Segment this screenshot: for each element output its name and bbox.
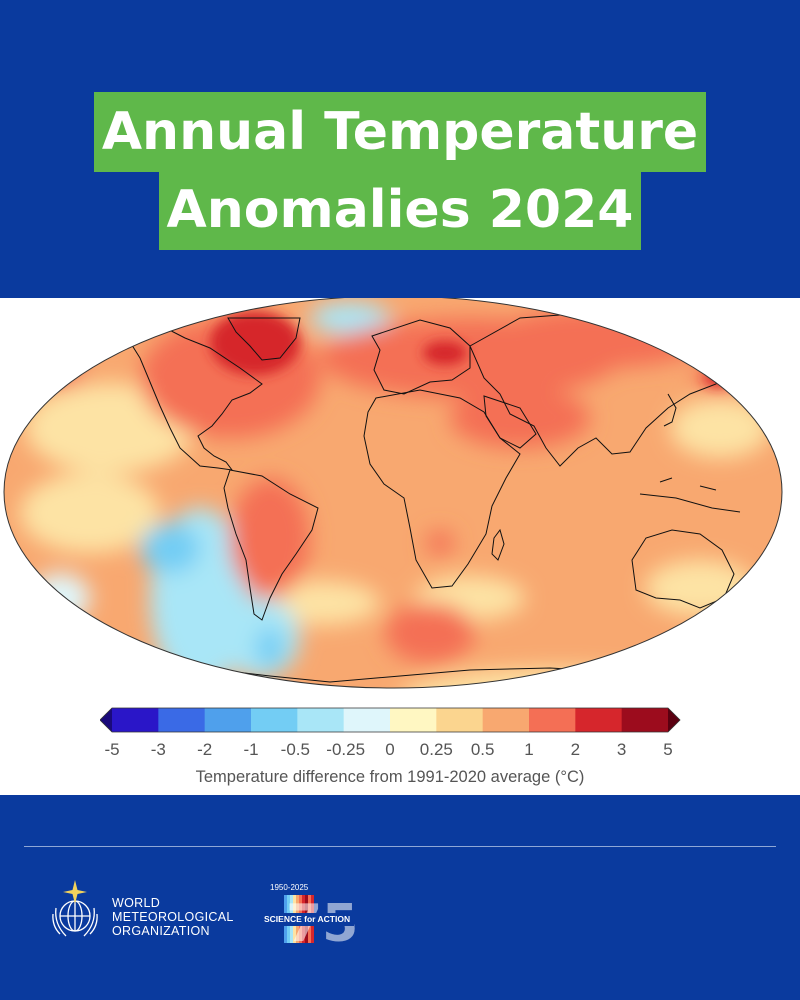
- colorbar-swatch: [529, 708, 576, 732]
- colorbar-legend: -5 -3 -2 -1 -0.5 -0.25 0 0.25 0.5 1 2 3 5 Temperatur…: [100, 706, 700, 806]
- colorbar-tick-label: 1: [524, 740, 534, 759]
- colorbar-tick-label: -5: [104, 740, 120, 759]
- colorbar-tick-label: 0: [385, 740, 395, 759]
- colorbar-axis-label: Temperature difference from 1991-2020 av…: [195, 768, 585, 786]
- colorbar-overflow-arrow: [668, 708, 680, 732]
- anniversary-dates: 1950-2025: [270, 883, 309, 892]
- colorbar-swatch: [112, 708, 159, 732]
- colorbar-underflow-arrow: [100, 708, 112, 732]
- footer-band: WORLD METEOROLOGICAL ORGANIZATION 75 195…: [0, 795, 800, 1000]
- header-band: Annual Temperature Anomalies 2024: [0, 0, 800, 298]
- footer-divider: [24, 846, 776, 847]
- colorbar-tick-label: -0.5: [280, 740, 310, 759]
- title-line-1: Annual Temperature: [93, 92, 707, 172]
- colorbar-swatch: [575, 708, 623, 732]
- colorbar-tick-label: 0.25: [419, 740, 453, 759]
- wmo-wordmark: WORLD METEOROLOGICAL ORGANIZATION: [112, 896, 234, 938]
- colorbar-swatch: [251, 708, 298, 732]
- colorbar-tick-label: 0.5: [470, 740, 495, 759]
- colorbar-swatch: [158, 708, 206, 732]
- wmo-line-1: WORLD: [112, 896, 161, 910]
- colorbar-tick-label: -1: [243, 740, 259, 759]
- title-line-2: Anomalies 2024: [158, 170, 642, 250]
- colorbar-tick-label: 5: [663, 740, 673, 759]
- colorbar-swatch: [297, 708, 345, 732]
- colorbar-swatch: [482, 708, 530, 732]
- title-block: Annual Temperature Anomalies 2024: [0, 92, 800, 250]
- wmo-line-2: METEOROLOGICAL: [112, 910, 234, 924]
- colorbar-swatch: [390, 708, 437, 732]
- colorbar-tick-label: 2: [570, 740, 581, 759]
- temperature-anomaly-map: [3, 295, 783, 689]
- colorbar-tick-label: -2: [197, 740, 213, 759]
- anniversary-logo: 75 1950-2025 SCIENCE for ACTION: [256, 883, 356, 945]
- colorbar-tick-label: 3: [616, 740, 627, 759]
- colorbar-tick-label: -3: [150, 740, 166, 759]
- colorbar-swatch: [621, 708, 669, 732]
- colorbar-swatch: [343, 708, 391, 732]
- map-panel: [0, 295, 800, 698]
- colorbar-swatch: [436, 708, 484, 732]
- colorbar-tick-label: -0.25: [326, 740, 366, 759]
- map-field: [4, 298, 782, 688]
- wmo-line-3: ORGANIZATION: [112, 924, 210, 938]
- colorbar-swatches: [100, 707, 681, 733]
- colorbar-swatch: [204, 708, 252, 732]
- anniversary-slogan: SCIENCE for ACTION: [260, 913, 355, 926]
- wmo-emblem-logo: [52, 880, 98, 937]
